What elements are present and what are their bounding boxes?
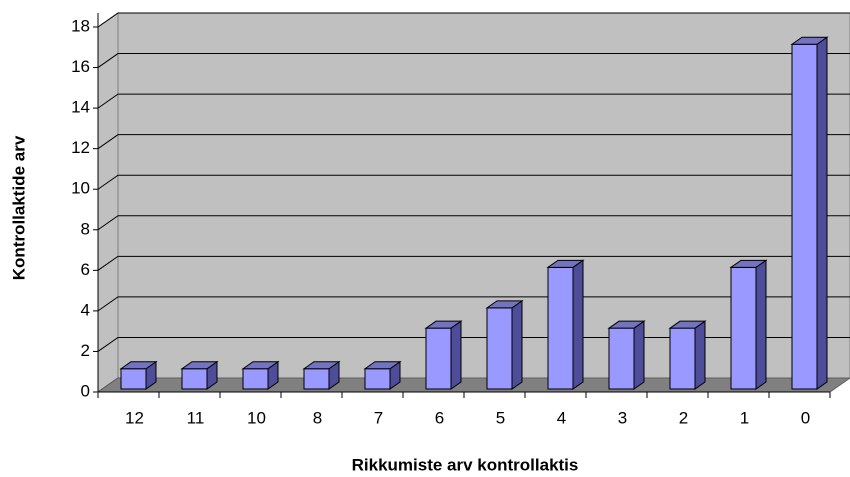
bar-face (668, 320, 707, 329)
bar-face (546, 259, 585, 268)
x-tick-label: 6 (435, 408, 444, 427)
x-tick-label: 5 (496, 408, 505, 427)
x-tick-label: 1 (740, 408, 749, 427)
x-tick-label: 4 (557, 408, 566, 427)
bar-face (572, 259, 584, 390)
bar (790, 36, 829, 390)
bar-face (816, 36, 828, 390)
bar-face (425, 327, 452, 390)
bar-face (302, 361, 341, 370)
bar (485, 299, 524, 390)
bar-face (364, 368, 391, 390)
y-tick-label: 14 (71, 98, 90, 117)
bar (363, 360, 402, 390)
x-tick-label: 7 (374, 408, 383, 427)
bar (546, 259, 585, 390)
bar (180, 360, 219, 390)
grid-line (97, 296, 850, 312)
bar-face (608, 327, 635, 390)
bar-face (303, 368, 330, 390)
bar-face (607, 320, 646, 329)
y-tick-label: 16 (71, 57, 90, 76)
x-tick-label: 10 (247, 408, 266, 427)
bar (607, 320, 646, 390)
bar-face (180, 361, 219, 370)
bar (241, 360, 280, 390)
bar-face (424, 320, 463, 329)
bar-face (450, 320, 462, 390)
bar (729, 259, 768, 390)
bar-face (242, 368, 269, 390)
bar-face (729, 259, 768, 268)
y-tick-label: 18 (71, 16, 90, 35)
bar-face (694, 320, 706, 390)
bar-face (511, 299, 523, 390)
bar-face (633, 320, 645, 390)
bar (668, 320, 707, 390)
grid-line (97, 215, 850, 231)
y-tick-label: 12 (71, 138, 90, 157)
y-tick-label: 4 (81, 300, 90, 319)
x-tick-label: 11 (187, 408, 205, 427)
x-axis-title: Rikkumiste arv kontrollaktis (352, 455, 579, 474)
grid-line (97, 12, 850, 28)
bar-face (547, 266, 574, 390)
y-tick-label: 8 (81, 219, 90, 238)
bar-face (119, 361, 158, 370)
bar-face (241, 361, 280, 370)
bar-face (485, 300, 524, 309)
x-tick-label: 2 (679, 408, 688, 427)
y-tick-label: 0 (81, 381, 90, 400)
x-tick-label: 0 (801, 408, 810, 427)
grid-line (97, 134, 850, 150)
x-tick-label: 8 (313, 408, 322, 427)
grid-line (97, 93, 850, 109)
bar-face (730, 266, 757, 390)
grid-line (97, 255, 850, 271)
y-tick-label: 6 (81, 260, 90, 279)
x-tick-label: 12 (125, 408, 144, 427)
grid-line (97, 174, 850, 190)
bar-face (669, 327, 696, 390)
bar (119, 360, 158, 390)
bar-face (181, 368, 208, 390)
y-tick-label: 10 (71, 179, 90, 198)
side-wall (97, 12, 119, 393)
bar-face (486, 307, 513, 390)
bar-face (791, 43, 818, 390)
bar (424, 320, 463, 390)
grid-line (97, 53, 850, 68)
bar-face (755, 259, 767, 390)
bar-face (790, 36, 829, 45)
grid-line (97, 336, 850, 352)
bar-face (120, 368, 147, 390)
x-tick-label: 3 (618, 408, 627, 427)
y-axis-title: Kontrollaktide arv (9, 135, 28, 280)
y-tick-label: 2 (81, 341, 90, 360)
bar (302, 360, 341, 390)
bar-face (363, 361, 402, 370)
